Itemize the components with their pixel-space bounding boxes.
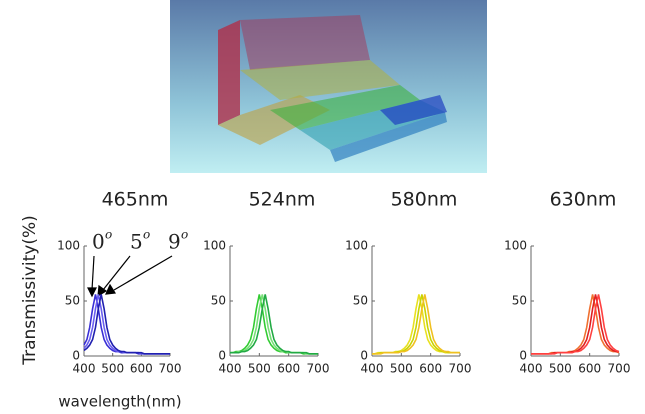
spectrum-line xyxy=(230,294,318,355)
y-tick-label: 0 xyxy=(360,349,368,363)
y-tick-label: 50 xyxy=(353,294,368,308)
spectrum-line xyxy=(372,294,460,355)
angle-superscript: o xyxy=(143,228,150,242)
chart-title: 465nm xyxy=(102,189,169,211)
x-tick-label: 700 xyxy=(449,362,472,376)
y-tick-label: 50 xyxy=(512,294,527,308)
annotation-arrows xyxy=(87,255,173,298)
x-axis-label: wavelength(nm) xyxy=(58,393,181,411)
x-tick-label: 400 xyxy=(361,362,384,376)
y-tick-label: 100 xyxy=(203,239,226,253)
spectrum-line xyxy=(83,294,170,355)
x-tick-label: 400 xyxy=(520,362,543,376)
spectrum-line xyxy=(372,294,460,355)
x-tick-label: 700 xyxy=(608,362,631,376)
angle-annotation: 5 xyxy=(130,230,143,254)
chart-title: 524nm xyxy=(249,189,316,211)
y-tick-label: 100 xyxy=(345,239,368,253)
angle-annotation: 0 xyxy=(92,230,105,254)
chart-title: 630nm xyxy=(550,189,617,211)
x-tick-label: 600 xyxy=(578,362,601,376)
spectrum-line xyxy=(531,294,620,355)
angle-superscript: o xyxy=(181,228,188,242)
y-axis-label: Transmissivity(%) xyxy=(20,215,40,366)
chart-title: 580nm xyxy=(391,189,458,211)
spectrum-line xyxy=(230,294,318,355)
y-tick-label: 100 xyxy=(504,239,527,253)
y-tick-label: 50 xyxy=(211,294,226,308)
y-tick-label: 0 xyxy=(218,349,226,363)
x-tick-label: 600 xyxy=(419,362,442,376)
x-tick-label: 400 xyxy=(73,362,96,376)
y-tick-label: 0 xyxy=(72,349,80,363)
y-tick-label: 50 xyxy=(65,294,80,308)
x-tick-label: 600 xyxy=(130,362,153,376)
spectrum-line xyxy=(531,294,620,355)
render-image xyxy=(170,0,487,173)
spectrum-line xyxy=(83,294,170,355)
x-tick-label: 600 xyxy=(277,362,300,376)
x-tick-label: 500 xyxy=(549,362,572,376)
x-tick-label: 700 xyxy=(159,362,182,376)
x-tick-label: 500 xyxy=(248,362,271,376)
spectrum-line xyxy=(230,294,318,355)
angle-superscript: o xyxy=(105,228,112,242)
x-tick-label: 700 xyxy=(307,362,330,376)
angle-annotation: 9 xyxy=(168,230,181,254)
x-tick-label: 500 xyxy=(390,362,413,376)
x-tick-label: 400 xyxy=(219,362,242,376)
spectrum-line xyxy=(531,294,619,355)
y-tick-label: 0 xyxy=(519,349,527,363)
y-tick-label: 100 xyxy=(57,239,80,253)
x-tick-label: 500 xyxy=(101,362,124,376)
